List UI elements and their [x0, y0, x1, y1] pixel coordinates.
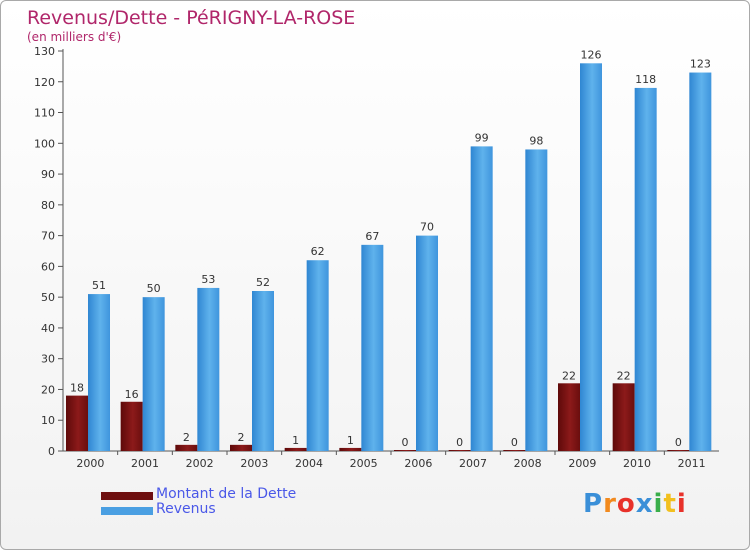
bar-revenus [361, 244, 384, 451]
logo-letter: i [676, 489, 687, 519]
y-tick-label: 110 [34, 107, 55, 120]
logo-letter: r [603, 489, 617, 519]
bar-revenus [470, 146, 493, 451]
data-label-revenus: 67 [365, 230, 379, 243]
logo-letter: x [635, 489, 654, 519]
x-tick-label: 2002 [186, 457, 214, 470]
y-tick-label: 80 [41, 199, 55, 212]
x-tick-label: 2006 [404, 457, 432, 470]
data-label-revenus: 52 [256, 276, 270, 289]
x-tick-label: 2003 [240, 457, 268, 470]
bar-revenus [689, 72, 712, 452]
logo-letter: i [653, 489, 664, 519]
data-label-revenus: 62 [311, 245, 325, 258]
bar-revenus [580, 63, 602, 452]
legend-swatch-dette [101, 492, 153, 500]
x-tick-label: 2001 [131, 457, 159, 470]
bar-revenus [525, 149, 548, 451]
data-label-revenus: 70 [420, 221, 434, 234]
data-label-revenus: 118 [635, 73, 656, 86]
bar-dette [667, 450, 690, 451]
x-tick-label: 2009 [568, 457, 596, 470]
proxiti-logo: Proxiti [583, 489, 687, 519]
y-tick-label: 30 [41, 353, 55, 366]
chart-title: Revenus/Dette - PéRIGNY-LA-ROSE [27, 7, 356, 29]
data-label-revenus: 51 [92, 279, 106, 292]
y-tick-label: 40 [41, 322, 55, 335]
y-tick-label: 0 [48, 445, 55, 458]
x-tick-label: 2004 [295, 457, 323, 470]
legend-label-dette: Montant de la Dette [156, 486, 297, 502]
y-tick-label: 90 [41, 168, 55, 181]
data-label-revenus: 98 [529, 134, 543, 147]
bar-revenus [142, 297, 165, 451]
logo-letter: P [583, 489, 604, 519]
chart-subtitle: (en milliers d'€) [27, 30, 122, 44]
bar-dette [612, 383, 635, 451]
bar-dette [66, 395, 88, 451]
x-tick-label: 2005 [350, 457, 378, 470]
x-tick-label: 2010 [623, 457, 651, 470]
bar-dette [175, 444, 198, 451]
bar-revenus [252, 291, 274, 451]
data-label-dette: 1 [292, 434, 299, 447]
bar-dette [284, 447, 307, 451]
x-tick-label: 2007 [459, 457, 487, 470]
data-label-dette: 0 [456, 436, 463, 449]
bar-revenus [416, 235, 438, 451]
data-label-dette: 0 [402, 436, 409, 449]
data-label-revenus: 50 [147, 282, 161, 295]
y-tick-label: 50 [41, 291, 55, 304]
bar-revenus [306, 260, 329, 451]
bar-dette [448, 450, 471, 451]
x-tick-label: 2000 [76, 457, 104, 470]
bar-dette [339, 447, 362, 451]
data-label-dette: 0 [511, 436, 518, 449]
data-label-revenus: 53 [201, 273, 215, 286]
data-label-revenus: 99 [475, 131, 489, 144]
data-label-dette: 22 [562, 369, 576, 382]
data-label-dette: 16 [125, 388, 139, 401]
y-tick-label: 70 [41, 230, 55, 243]
y-tick-label: 20 [41, 383, 55, 396]
y-tick-label: 100 [34, 137, 55, 150]
legend-swatch-revenus [101, 507, 153, 515]
bar-dette [120, 401, 143, 451]
x-tick-label: 2008 [514, 457, 542, 470]
data-label-dette: 1 [347, 434, 354, 447]
bar-dette [230, 444, 252, 451]
bar-revenus [197, 287, 220, 451]
bar-revenus [88, 294, 110, 451]
x-tick-label: 2011 [678, 457, 706, 470]
legend-label-revenus: Revenus [156, 501, 216, 517]
logo-letter: o [616, 489, 636, 519]
data-label-revenus: 126 [581, 48, 602, 61]
data-label-dette: 22 [617, 369, 631, 382]
data-label-dette: 0 [675, 436, 682, 449]
y-tick-label: 10 [41, 414, 55, 427]
bar-dette [503, 450, 526, 451]
bar-dette [558, 383, 580, 451]
bar-dette [394, 450, 416, 451]
y-tick-label: 130 [34, 45, 55, 58]
bar-revenus [634, 87, 657, 451]
data-label-dette: 18 [70, 382, 84, 395]
y-tick-label: 120 [34, 76, 55, 89]
data-label-dette: 2 [183, 431, 190, 444]
logo-letter: t [663, 489, 677, 519]
y-tick-label: 60 [41, 260, 55, 273]
data-label-revenus: 123 [690, 58, 711, 71]
data-label-dette: 2 [238, 431, 245, 444]
